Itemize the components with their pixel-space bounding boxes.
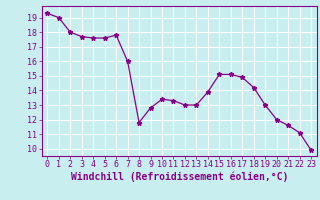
X-axis label: Windchill (Refroidissement éolien,°C): Windchill (Refroidissement éolien,°C) bbox=[70, 172, 288, 182]
